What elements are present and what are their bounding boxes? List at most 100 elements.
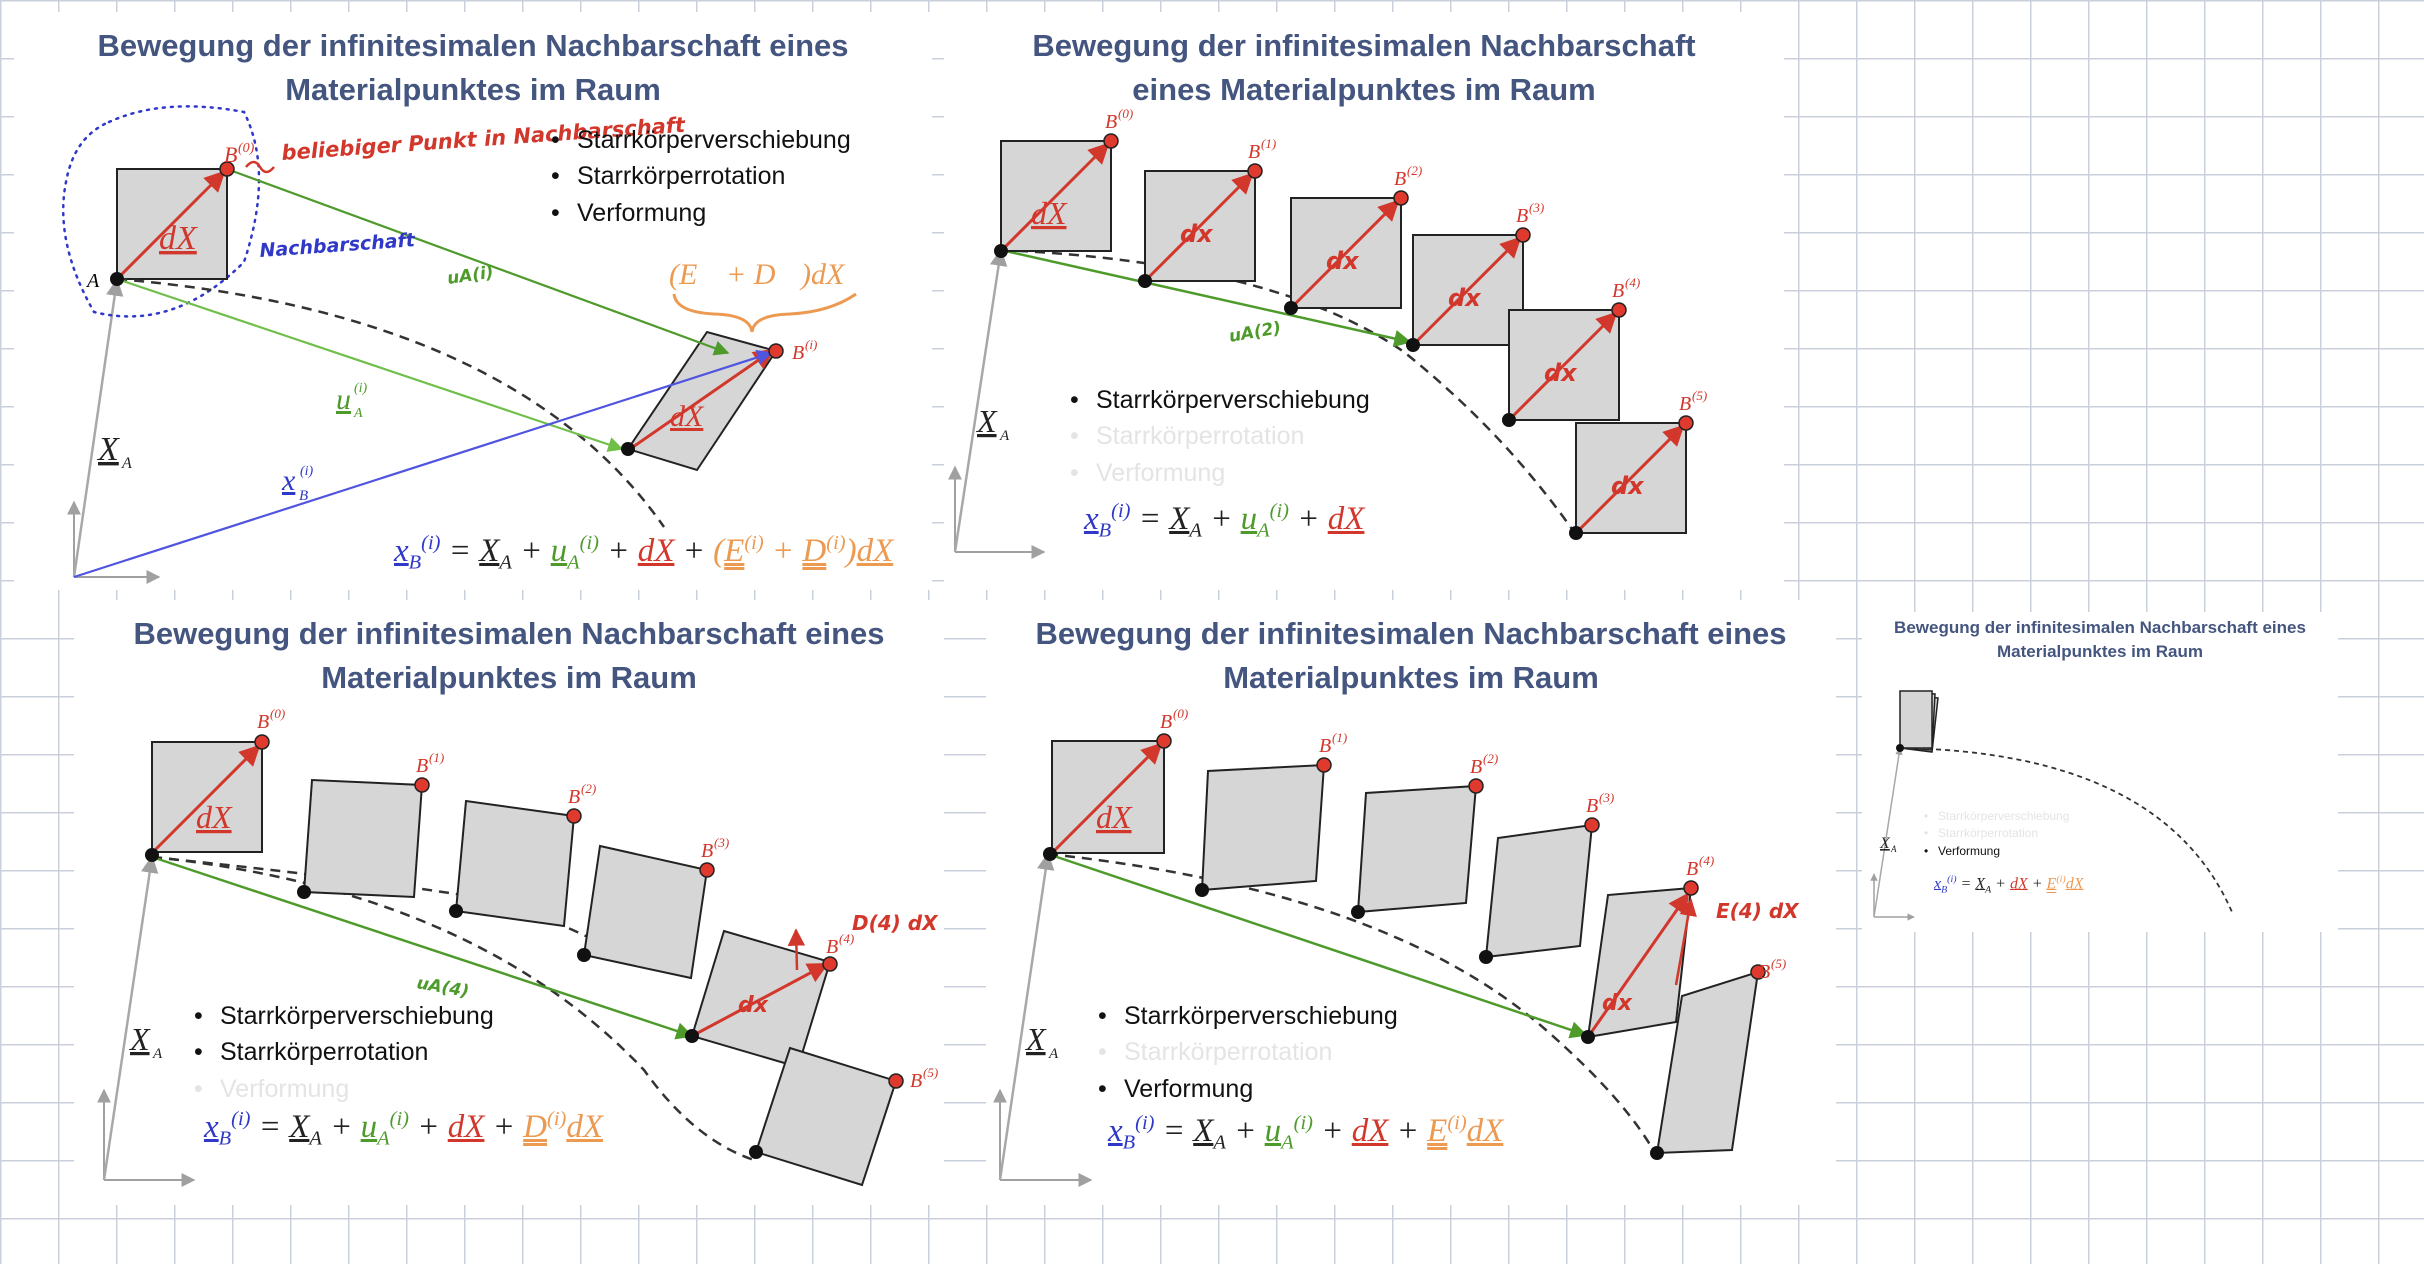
point-A5	[1650, 1146, 1664, 1160]
point-B5	[888, 1073, 904, 1089]
slide-title: Bewegung der infinitesimalen Nachbarscha…	[133, 616, 885, 696]
formula-term: dX	[856, 533, 894, 569]
label-B5-sup: (5)	[923, 1065, 938, 1080]
bullet-item: Starrkörperrotation	[1098, 1034, 1398, 1071]
formula-term: (i)	[1947, 874, 1957, 885]
formula-term: A	[309, 1127, 322, 1150]
formula-term: u	[1264, 1113, 1282, 1149]
point-B3	[1515, 227, 1531, 243]
bullet-item: Verformung	[194, 1071, 494, 1108]
formula-term: dX	[1466, 1113, 1504, 1149]
point-B5	[1678, 415, 1694, 431]
formula-term: A	[1281, 1131, 1294, 1154]
formula-term: +	[674, 533, 714, 569]
note-nachbarschaft: Nachbarschaft	[259, 229, 417, 262]
formula-term: X	[1975, 875, 1986, 893]
point-Ai	[621, 442, 635, 456]
label-XA: X	[128, 1021, 151, 1057]
translation-diagram: B (0) B (1) B (2) B (3) B (4) B (5) dX dx dx d…	[948, 106, 1707, 559]
label-B2-sup: (2)	[581, 781, 596, 796]
formula-term: =	[250, 1109, 290, 1145]
square-3	[582, 844, 709, 980]
formula-term: A	[1189, 519, 1202, 542]
formula-term: +	[1201, 501, 1241, 537]
bullet-item: Starrkörperrotation	[1070, 418, 1370, 455]
point-B5	[1750, 964, 1766, 980]
label-B: B	[1394, 168, 1406, 190]
slide-title: Bewegung der infinitesimalen Nachbarscha…	[1032, 28, 1696, 108]
formula-term: (i)	[231, 1108, 251, 1130]
formula-term: dX	[2009, 875, 2028, 893]
point-B0	[254, 734, 270, 750]
slide-deformation: Bewegung der infinitesimalen Nachbarscha…	[986, 600, 1836, 1205]
label-xB-sup: (i)	[300, 464, 314, 479]
label-B4-sup: (4)	[1625, 275, 1640, 290]
points-B	[254, 734, 904, 1089]
formula-term: (i)	[2056, 874, 2066, 885]
slide-title: Bewegung der infinitesimalen Nachbarscha…	[97, 28, 849, 108]
label-B3-sup: (3)	[714, 835, 729, 850]
formula-rotation: xB(i) = XA + uA(i) + dX + D(i)dX	[204, 1108, 603, 1151]
label-B: B	[1612, 280, 1624, 302]
point-B0	[219, 161, 235, 177]
formula-term: X	[1193, 1113, 1214, 1149]
square-2	[454, 799, 576, 928]
dX-vector-4	[1586, 892, 1690, 1038]
note-E4: E(4) dX	[1716, 899, 1800, 923]
label-XA: X	[1024, 1021, 1047, 1057]
formula-term: =	[1956, 875, 1976, 893]
formula-translation: xB(i) = XA + uA(i) + dX	[1084, 500, 1364, 543]
vector-xB	[73, 349, 773, 579]
stack-square	[1899, 690, 1933, 749]
formula-term: x	[394, 533, 409, 569]
point-A	[1896, 744, 1904, 752]
label-B5-sup: (5)	[1771, 956, 1786, 971]
dX-vector-1	[1143, 172, 1254, 283]
formula-term: B	[1098, 519, 1112, 542]
label-B: B	[1248, 141, 1260, 163]
label-B: B	[1105, 111, 1117, 133]
formula-term: +	[763, 533, 803, 569]
label-dx-1: dx	[1180, 220, 1214, 248]
label-EpD: (E	[669, 258, 697, 291]
label-B4-sup: (4)	[839, 931, 854, 946]
dX-vector-0	[1050, 742, 1163, 855]
point-B0	[1103, 133, 1119, 149]
points-B	[1103, 133, 1694, 431]
label-dX: dX	[196, 799, 233, 835]
dX-vector-3	[1411, 236, 1522, 347]
label-dx-4: dx	[1602, 991, 1633, 1016]
formula-term: A	[1257, 519, 1270, 542]
formula-term: x	[1108, 1113, 1123, 1149]
bullet-item: Starrkörperverschiebung	[1924, 808, 2069, 826]
square-1	[302, 778, 424, 899]
point-A1	[297, 885, 311, 899]
dX-vector	[115, 170, 226, 281]
deformed-dx-vector	[629, 348, 775, 451]
deformation-diagram: B (0) B (1) B (2) B (3) B (4) B (5) dX dx E(4)…	[993, 706, 1800, 1187]
label-B0-sup: (0)	[270, 706, 285, 721]
label-B: B	[416, 755, 428, 777]
rotation-diagram: B (0) B (1) B (2) B (3) B (4) B (5) dX dx D(4)…	[97, 706, 939, 1187]
label-XA-sub: A	[1048, 1046, 1059, 1062]
label-B: B	[1758, 961, 1770, 983]
label-xB: x	[281, 464, 296, 497]
point-A4	[685, 1029, 699, 1043]
formula-term: B	[408, 551, 422, 574]
label-xB-sub: B	[299, 488, 308, 504]
formula-term: dX	[1327, 501, 1365, 537]
label-B: B	[1686, 858, 1698, 880]
label-XA-sub: A	[152, 1046, 163, 1062]
formula-term: X	[1169, 501, 1190, 537]
note-D4: D(4) dX	[852, 911, 939, 935]
label-deformed-dX: dX	[670, 400, 705, 433]
label-B: B	[1470, 756, 1482, 778]
formula-term: A	[1213, 1131, 1226, 1154]
label-XA-sub: A	[1890, 844, 1897, 854]
label-B0-sup: (0)	[238, 141, 255, 156]
formula-term: B	[1941, 884, 1948, 896]
label-B0-sup: (0)	[1173, 706, 1188, 721]
bullet-item: Starrkörperrotation	[194, 1034, 494, 1071]
slide-title: Bewegung der infinitesimalen Nachbarscha…	[1035, 616, 1787, 696]
formula-term: +	[1312, 1113, 1352, 1149]
